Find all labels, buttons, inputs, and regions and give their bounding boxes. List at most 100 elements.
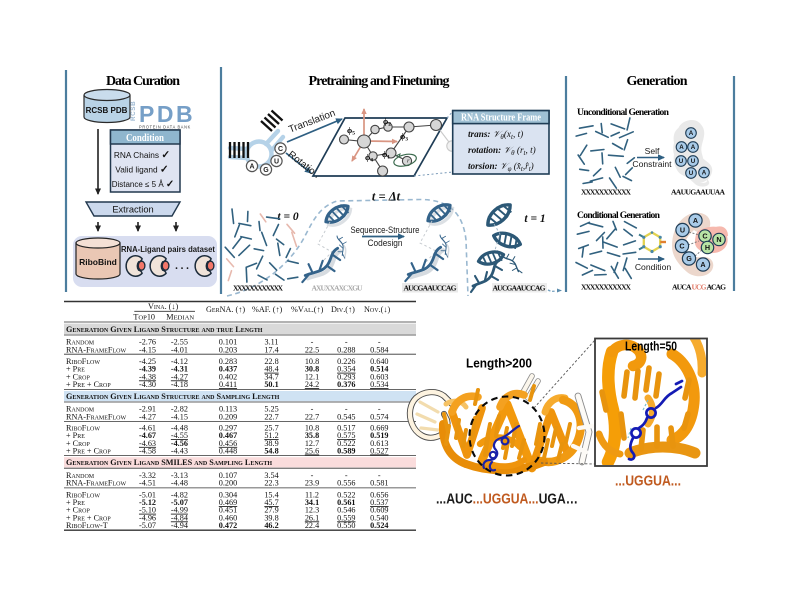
svg-text:0.448: 0.448 bbox=[219, 447, 237, 456]
svg-text:TOP10: TOP10 bbox=[133, 312, 155, 321]
svg-text:Constraint: Constraint bbox=[632, 159, 672, 169]
svg-text:-4.12: -4.12 bbox=[171, 357, 188, 366]
svg-text:Div.(↑): Div.(↑) bbox=[331, 305, 355, 314]
svg-text:-4.39: -4.39 bbox=[139, 365, 156, 374]
svg-text:-4.67: -4.67 bbox=[139, 431, 156, 440]
svg-text:Sequence-Structure: Sequence-Structure bbox=[351, 225, 420, 235]
svg-text:-4.56: -4.56 bbox=[171, 439, 188, 448]
svg-text:PDB: PDB bbox=[139, 101, 195, 127]
svg-text:U: U bbox=[274, 158, 279, 165]
svg-text:-: - bbox=[311, 338, 314, 347]
svg-text:RiboFlow-T: RiboFlow-T bbox=[66, 521, 108, 530]
svg-text:0.226: 0.226 bbox=[337, 357, 355, 366]
svg-text:-4.15: -4.15 bbox=[171, 412, 188, 421]
svg-text:0.113: 0.113 bbox=[219, 405, 237, 414]
svg-text:Nov.(↓): Nov.(↓) bbox=[364, 305, 390, 314]
svg-text:25.6: 25.6 bbox=[305, 447, 319, 456]
svg-text:0.524: 0.524 bbox=[370, 521, 388, 530]
svg-text:0.669: 0.669 bbox=[370, 424, 388, 433]
svg-text:0.514: 0.514 bbox=[370, 365, 388, 374]
svg-text:Unconditional Generation: Unconditional Generation bbox=[577, 107, 670, 118]
svg-text:22.3: 22.3 bbox=[264, 479, 278, 488]
svg-text:11.2: 11.2 bbox=[305, 490, 319, 499]
svg-text:25.7: 25.7 bbox=[264, 424, 278, 433]
svg-text:A: A bbox=[700, 260, 705, 269]
svg-text:0.304: 0.304 bbox=[219, 490, 237, 499]
svg-text:0.517: 0.517 bbox=[337, 424, 355, 433]
svg-text:Extraction: Extraction bbox=[112, 205, 153, 215]
svg-text:-5.12: -5.12 bbox=[139, 498, 156, 507]
svg-text:A: A bbox=[693, 216, 698, 225]
svg-text:Valid ligand ✓: Valid ligand ✓ bbox=[115, 164, 168, 176]
svg-text:Conditional Generation: Conditional Generation bbox=[577, 210, 661, 221]
svg-text:Random: Random bbox=[66, 338, 95, 347]
svg-text:0.574: 0.574 bbox=[370, 412, 388, 421]
svg-text:Generation: Generation bbox=[627, 74, 688, 89]
svg-text:t = 0: t = 0 bbox=[277, 211, 298, 223]
svg-text:-: - bbox=[378, 405, 381, 414]
svg-text:0.456: 0.456 bbox=[219, 439, 237, 448]
svg-text:-5.01: -5.01 bbox=[139, 490, 156, 499]
svg-text:38.9: 38.9 bbox=[264, 439, 278, 448]
svg-text:0.411: 0.411 bbox=[219, 380, 237, 389]
svg-text:-4.84: -4.84 bbox=[171, 513, 188, 522]
svg-text:0.534: 0.534 bbox=[370, 380, 388, 389]
svg-text:-4.96: -4.96 bbox=[139, 513, 156, 522]
svg-text:UCG: UCG bbox=[692, 283, 707, 292]
svg-text:N: N bbox=[716, 235, 721, 244]
svg-text:0.209: 0.209 bbox=[219, 412, 237, 421]
svg-text:22.4: 22.4 bbox=[305, 521, 319, 530]
svg-text:-4.82: -4.82 bbox=[171, 490, 188, 499]
svg-text:0.293: 0.293 bbox=[337, 372, 355, 381]
svg-text:-2.55: -2.55 bbox=[171, 338, 188, 347]
svg-text:G: G bbox=[263, 167, 269, 174]
svg-text:22.7: 22.7 bbox=[264, 412, 278, 421]
svg-text:ACAG: ACAG bbox=[707, 283, 727, 292]
svg-text:0.203: 0.203 bbox=[219, 345, 237, 354]
svg-text:-2.91: -2.91 bbox=[139, 405, 156, 414]
svg-text:t = 1: t = 1 bbox=[524, 213, 545, 225]
svg-text:C: C bbox=[702, 232, 707, 241]
svg-text:+ Crop: + Crop bbox=[66, 506, 90, 515]
svg-text:+ Pre + Crop: + Pre + Crop bbox=[66, 447, 111, 456]
svg-text:22.7: 22.7 bbox=[305, 412, 319, 421]
svg-text:A: A bbox=[679, 144, 684, 151]
svg-text:39.8: 39.8 bbox=[264, 513, 278, 522]
svg-text:A: A bbox=[249, 163, 254, 170]
svg-text:46.2: 46.2 bbox=[264, 521, 278, 530]
svg-text:0.546: 0.546 bbox=[337, 506, 355, 515]
svg-text:XXXXXXXXXXX: XXXXXXXXXXX bbox=[581, 188, 632, 197]
svg-text:35.8: 35.8 bbox=[305, 431, 319, 440]
svg-text:-: - bbox=[311, 405, 314, 414]
svg-text:A: A bbox=[702, 170, 707, 177]
svg-text:0.581: 0.581 bbox=[370, 479, 388, 488]
svg-text:-4.30: -4.30 bbox=[139, 380, 156, 389]
svg-text:U: U bbox=[680, 226, 685, 235]
svg-text:5.25: 5.25 bbox=[264, 405, 278, 414]
svg-text:Random: Random bbox=[66, 471, 95, 480]
svg-text:26.1: 26.1 bbox=[305, 513, 319, 522]
svg-text:U: U bbox=[679, 158, 684, 165]
svg-text:34.1: 34.1 bbox=[305, 498, 319, 507]
svg-text:ϕ4: ϕ4 bbox=[365, 153, 373, 164]
svg-text:torsion: 𝒱φ (x̂t,r̂t): torsion: 𝒱φ (x̂t,r̂t) bbox=[468, 161, 534, 173]
svg-text:-4.15: -4.15 bbox=[139, 345, 156, 354]
svg-text:%AF. (↑): %AF. (↑) bbox=[252, 305, 283, 314]
svg-text:0.460: 0.460 bbox=[219, 513, 237, 522]
svg-text:+ Crop: + Crop bbox=[66, 372, 90, 381]
svg-text:-: - bbox=[311, 471, 314, 480]
svg-text:-: - bbox=[345, 405, 348, 414]
svg-text:0.472: 0.472 bbox=[219, 521, 237, 530]
svg-text:0.402: 0.402 bbox=[219, 372, 237, 381]
svg-text:U: U bbox=[691, 158, 696, 165]
svg-text:PROTEIN DATA BANK: PROTEIN DATA BANK bbox=[139, 125, 191, 130]
svg-text:-4.38: -4.38 bbox=[139, 372, 156, 381]
svg-text:Vina. (↓): Vina. (↓) bbox=[148, 302, 178, 311]
svg-text:Random: Random bbox=[66, 405, 95, 414]
svg-text:-4.25: -4.25 bbox=[139, 357, 156, 366]
svg-text:0.575: 0.575 bbox=[337, 431, 355, 440]
svg-text:3.11: 3.11 bbox=[264, 338, 278, 347]
svg-text:0.437: 0.437 bbox=[219, 365, 237, 374]
svg-text:-3.32: -3.32 bbox=[139, 471, 156, 480]
svg-text:0.550: 0.550 bbox=[337, 521, 355, 530]
